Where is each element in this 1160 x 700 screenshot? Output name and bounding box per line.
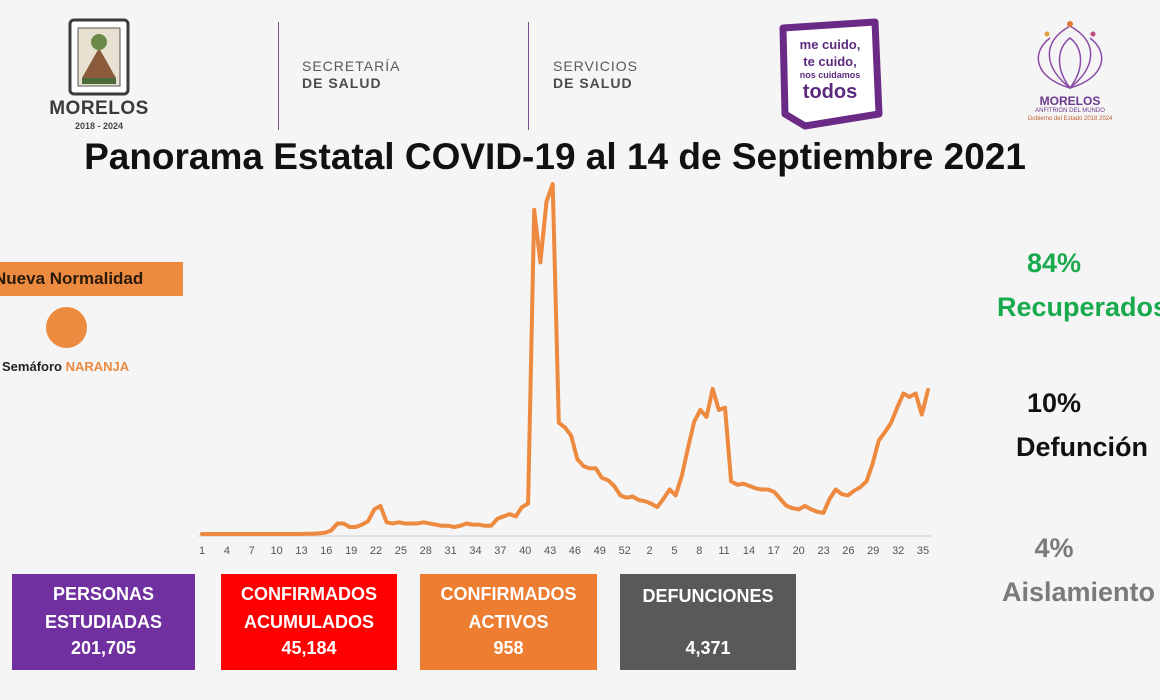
x-tick-label: 31	[444, 545, 456, 557]
summary-box-label: CONFIRMADOS ACTIVOS	[440, 584, 577, 632]
x-tick-label: 16	[320, 545, 332, 557]
summary-box-label: CONFIRMADOS ACUMULADOS	[241, 584, 377, 632]
x-tick-label: 43	[544, 545, 556, 557]
x-tick-label: 23	[817, 545, 829, 557]
x-tick-label: 19	[345, 545, 357, 557]
stat-label: Recuperados	[997, 292, 1160, 322]
summary-box: CONFIRMADOS ACUMULADOS 45,184	[221, 574, 397, 670]
x-tick-label: 26	[842, 545, 854, 557]
x-tick-label: 25	[395, 545, 407, 557]
x-tick-label: 35	[917, 545, 929, 557]
summary-box-label: PERSONAS ESTUDIADAS	[44, 584, 162, 632]
morelos-shield-logo	[68, 18, 130, 96]
divider	[278, 22, 279, 130]
x-tick-label: 11	[718, 545, 729, 557]
state-name: MORELOS	[49, 98, 149, 119]
x-tick-label: 14	[743, 545, 755, 557]
x-tick-label: 22	[370, 545, 382, 557]
x-tick-label: 4	[224, 545, 230, 557]
x-tick-label: 13	[295, 545, 307, 557]
x-tick-label: 29	[867, 545, 879, 557]
summary-box-value: 4,371	[685, 638, 731, 658]
semaforo-color: NARANJA	[65, 359, 130, 374]
stat-label: Defunción	[1016, 432, 1148, 462]
state-years: 2018 - 2024	[74, 121, 124, 131]
summary-box: CONFIRMADOS ACTIVOS 958	[420, 574, 597, 670]
x-tick-label: 20	[793, 545, 805, 557]
x-tick-label: 5	[671, 545, 677, 557]
gov-logo-subtitle2: Gobierno del Estado 2018 2024	[1027, 116, 1113, 122]
summary-box-label: DEFUNCIONES	[642, 586, 774, 606]
nueva-normalidad-label: Nueva Normalidad	[0, 262, 183, 296]
divider	[528, 22, 529, 130]
summary-box-value: 45,184	[281, 638, 337, 658]
stat-percent: 4%	[1034, 533, 1074, 563]
page-title: Panorama Estatal COVID-19 al 14 de Septi…	[84, 136, 1026, 177]
x-tick-label: 8	[696, 545, 702, 557]
gov-logo-name: MORELOS	[1039, 94, 1101, 108]
x-tick-label: 52	[619, 545, 631, 557]
x-tick-label: 34	[469, 545, 481, 557]
x-tick-label: 46	[569, 545, 581, 557]
semaforo-label: Semáforo NARANJA	[2, 359, 130, 374]
gov-logo-subtitle: ANFITRIÓN DEL MUNDO	[1035, 108, 1105, 114]
summary-box-value: 958	[493, 638, 524, 658]
stat-percent: 10%	[1026, 388, 1082, 418]
lotus-logo	[1037, 21, 1103, 90]
x-tick-label: 37	[494, 545, 506, 557]
x-tick-label: 49	[594, 545, 606, 557]
agency-secretaria: SECRETARÍA DE SALUD	[302, 58, 401, 91]
x-tick-label: 10	[270, 545, 282, 557]
cases-series-line	[200, 182, 930, 536]
summary-box: DEFUNCIONES 4,371	[620, 574, 796, 670]
campaign-badge-logo: me cuido, te cuido, nos cuidamos todos	[775, 18, 883, 130]
agency-servicios: SERVICIOS DE SALUD	[553, 58, 638, 91]
stat-percent: 84%	[1026, 248, 1082, 278]
stat-label: Aislamiento	[1002, 577, 1156, 607]
x-tick-label: 2	[646, 545, 652, 557]
semaforo-dot-icon	[46, 307, 87, 348]
x-tick-label: 17	[768, 545, 780, 557]
x-tick-label: 32	[892, 545, 904, 557]
summary-box-value: 201,705	[70, 638, 137, 658]
x-tick-label: 28	[420, 545, 432, 557]
x-tick-label: 1	[199, 545, 205, 557]
summary-box: PERSONAS ESTUDIADAS 201,705	[12, 574, 195, 670]
x-tick-label: 40	[519, 545, 531, 557]
x-tick-label: 7	[249, 545, 255, 557]
